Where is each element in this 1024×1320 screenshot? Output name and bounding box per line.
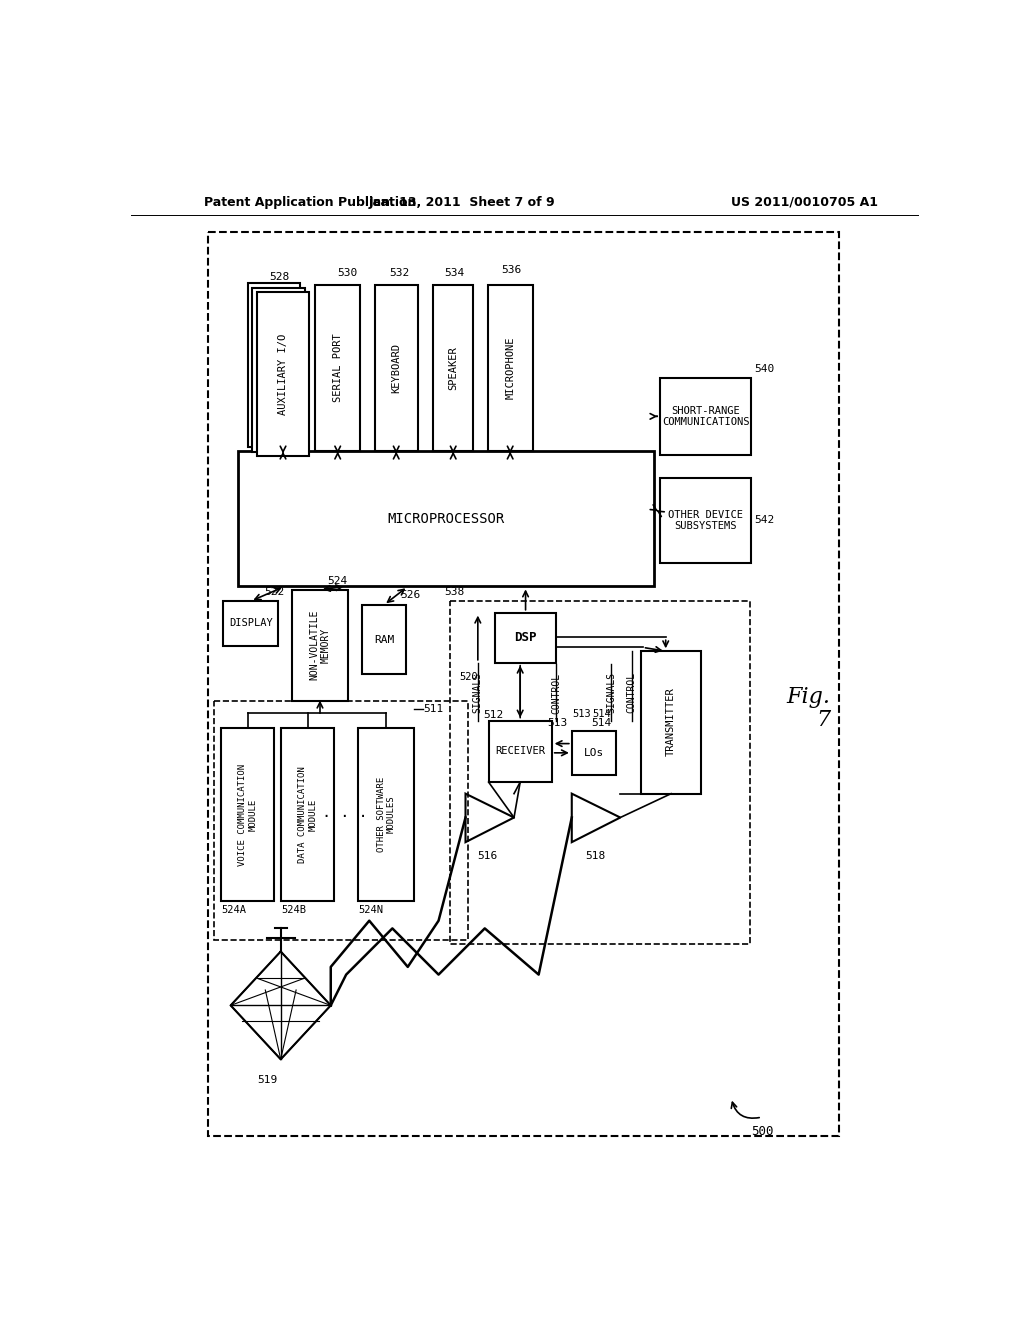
Text: 524B: 524B — [282, 906, 306, 915]
Text: 516: 516 — [477, 851, 498, 862]
Text: 513: 513 — [572, 709, 591, 719]
Text: Fig.: Fig. — [786, 686, 830, 709]
Text: OTHER DEVICE
SUBSYSTEMS: OTHER DEVICE SUBSYSTEMS — [669, 510, 743, 531]
Bar — [641, 651, 701, 793]
Bar — [239, 451, 654, 586]
Text: Patent Application Publication: Patent Application Publication — [204, 195, 416, 209]
Text: 7: 7 — [816, 710, 830, 731]
Text: US 2011/0010705 A1: US 2011/0010705 A1 — [731, 195, 878, 209]
Text: DISPLAY: DISPLAY — [228, 619, 272, 628]
Text: KEYBOARD: KEYBOARD — [391, 343, 401, 393]
Bar — [495, 612, 556, 663]
Bar — [252, 288, 304, 451]
Text: 536: 536 — [502, 265, 522, 276]
Text: 511: 511 — [423, 704, 443, 714]
Bar — [361, 605, 407, 675]
Text: NON-VOLATILE
MEMORY: NON-VOLATILE MEMORY — [309, 610, 331, 680]
Text: 524N: 524N — [358, 906, 383, 915]
Bar — [571, 730, 616, 775]
Text: 513: 513 — [547, 718, 567, 729]
Bar — [451, 601, 751, 944]
Text: MICROPHONE: MICROPHONE — [505, 337, 515, 399]
Bar — [376, 285, 418, 451]
Text: TRANSMITTER: TRANSMITTER — [666, 688, 676, 756]
Text: OTHER SOFTWARE
MODULES: OTHER SOFTWARE MODULES — [377, 776, 396, 853]
Bar — [214, 701, 468, 940]
Text: 512: 512 — [483, 710, 504, 719]
Bar — [282, 729, 334, 902]
Bar — [358, 729, 414, 902]
Text: SPEAKER: SPEAKER — [449, 346, 458, 389]
Text: RAM: RAM — [374, 635, 394, 644]
Text: 530: 530 — [337, 268, 357, 277]
Bar — [488, 721, 552, 781]
Bar — [487, 285, 532, 451]
Text: 526: 526 — [400, 590, 420, 599]
Bar — [433, 285, 473, 451]
Text: 540: 540 — [755, 364, 774, 374]
Text: AUXILIARY I/O: AUXILIARY I/O — [279, 334, 288, 414]
Text: RECEIVER: RECEIVER — [496, 746, 545, 756]
Text: SIGNALS: SIGNALS — [606, 672, 616, 713]
Text: 532: 532 — [389, 268, 410, 277]
Text: 534: 534 — [444, 268, 465, 277]
Text: SIGNALS: SIGNALS — [473, 672, 483, 713]
Text: MICROPROCESSOR: MICROPROCESSOR — [388, 512, 505, 525]
Bar — [223, 601, 279, 645]
Text: 542: 542 — [755, 515, 774, 525]
Text: 522: 522 — [264, 587, 284, 597]
Text: VOICE COMMUNICATION
MODULE: VOICE COMMUNICATION MODULE — [238, 763, 257, 866]
Text: SHORT-RANGE
COMMUNICATIONS: SHORT-RANGE COMMUNICATIONS — [662, 405, 750, 428]
Text: SERIAL PORT: SERIAL PORT — [333, 334, 343, 403]
Text: 519: 519 — [258, 1074, 278, 1085]
Bar — [257, 293, 309, 457]
Text: 538: 538 — [444, 587, 465, 597]
Text: 514: 514 — [593, 709, 611, 719]
Bar — [315, 285, 360, 451]
Text: LOs: LOs — [584, 748, 604, 758]
Bar — [660, 378, 752, 455]
Text: CONTROL: CONTROL — [551, 673, 561, 714]
Text: Jan. 13, 2011  Sheet 7 of 9: Jan. 13, 2011 Sheet 7 of 9 — [369, 195, 555, 209]
Bar — [208, 231, 839, 1137]
Bar — [248, 284, 300, 447]
Text: 528: 528 — [269, 272, 290, 281]
Text: DSP: DSP — [514, 631, 537, 644]
Text: 520: 520 — [459, 672, 478, 682]
Bar — [292, 590, 348, 701]
Text: 514: 514 — [591, 718, 611, 729]
Text: 500: 500 — [751, 1125, 773, 1138]
Text: 524: 524 — [327, 576, 347, 586]
Text: 518: 518 — [585, 851, 605, 862]
Text: CONTROL: CONTROL — [626, 672, 636, 713]
Text: 524A: 524A — [221, 906, 247, 915]
Bar — [660, 478, 752, 562]
Text: DATA COMMUNICATION
MODULE: DATA COMMUNICATION MODULE — [298, 766, 317, 863]
Text: . . .: . . . — [322, 805, 368, 821]
Bar — [221, 729, 273, 902]
